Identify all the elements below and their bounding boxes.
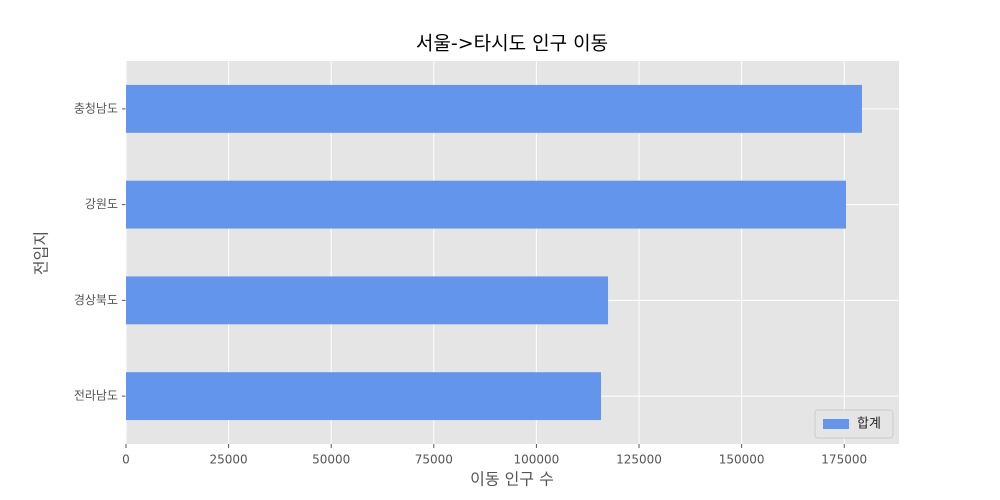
y-tick-label: 전라남도	[74, 389, 118, 403]
legend-swatch	[823, 419, 849, 429]
x-tick-label: 100000	[513, 453, 559, 467]
y-tick-label: 경상북도	[74, 293, 118, 307]
y-tick-label: 충청남도	[74, 101, 118, 115]
legend-label: 합계	[857, 417, 881, 432]
x-tick-label: 125000	[616, 453, 662, 467]
bar	[126, 180, 847, 229]
x-tick-label: 50000	[312, 453, 350, 467]
x-tick-label: 25000	[210, 453, 248, 467]
bar	[126, 276, 609, 325]
x-axis-label: 이동 인구 수	[470, 470, 554, 489]
x-tick-label: 175000	[821, 453, 867, 467]
x-tick-label: 0	[122, 453, 130, 467]
x-tick-label: 75000	[415, 453, 453, 467]
x-tick-label: 150000	[719, 453, 765, 467]
y-tick-label: 강원도	[85, 197, 118, 211]
y-axis-label: 전입지	[32, 231, 51, 275]
bar	[126, 372, 602, 421]
bar	[126, 84, 862, 133]
chart-title: 서울->타시도 인구 이동	[416, 33, 608, 55]
legend-box	[814, 409, 894, 439]
